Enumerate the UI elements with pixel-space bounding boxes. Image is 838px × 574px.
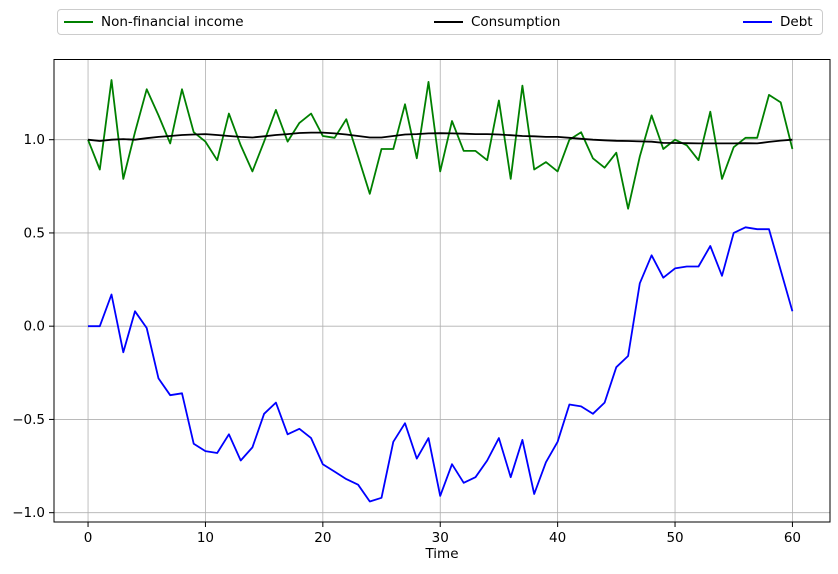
series-line-non-financial-income — [87, 79, 794, 210]
y-tick-label: −0.5 — [12, 412, 45, 428]
x-tick-label: 50 — [666, 530, 683, 546]
x-tick-label: 10 — [197, 530, 214, 546]
axes-spines — [53, 59, 831, 523]
legend-item-non-financial-income: Non-financial income — [64, 10, 244, 34]
y-tick-label: 1.0 — [24, 132, 45, 148]
legend-label: Consumption — [471, 14, 561, 30]
x-tick-label: 30 — [432, 530, 449, 546]
series-line-debt — [88, 226, 794, 503]
legend: Non-financial income Consumption Debt — [57, 9, 823, 35]
y-tick-label: −1.0 — [12, 505, 45, 521]
legend-label: Non-financial income — [101, 14, 244, 30]
x-axis-label: Time — [425, 546, 459, 562]
legend-line-swatch-blue — [743, 21, 772, 23]
y-tick-label: 0.5 — [24, 225, 45, 241]
y-tick-label: 0.0 — [24, 319, 45, 335]
legend-item-consumption: Consumption — [434, 10, 560, 34]
x-tick-label: 40 — [549, 530, 566, 546]
legend-label: Debt — [780, 14, 813, 30]
x-tick-label: 20 — [314, 530, 331, 546]
x-tick-label: 60 — [784, 530, 801, 546]
legend-line-swatch-black — [434, 21, 463, 23]
x-tick-label: 0 — [84, 530, 93, 546]
legend-line-swatch-green — [64, 21, 93, 23]
series-line-consumption — [87, 131, 793, 145]
legend-item-debt: Debt — [743, 10, 813, 34]
